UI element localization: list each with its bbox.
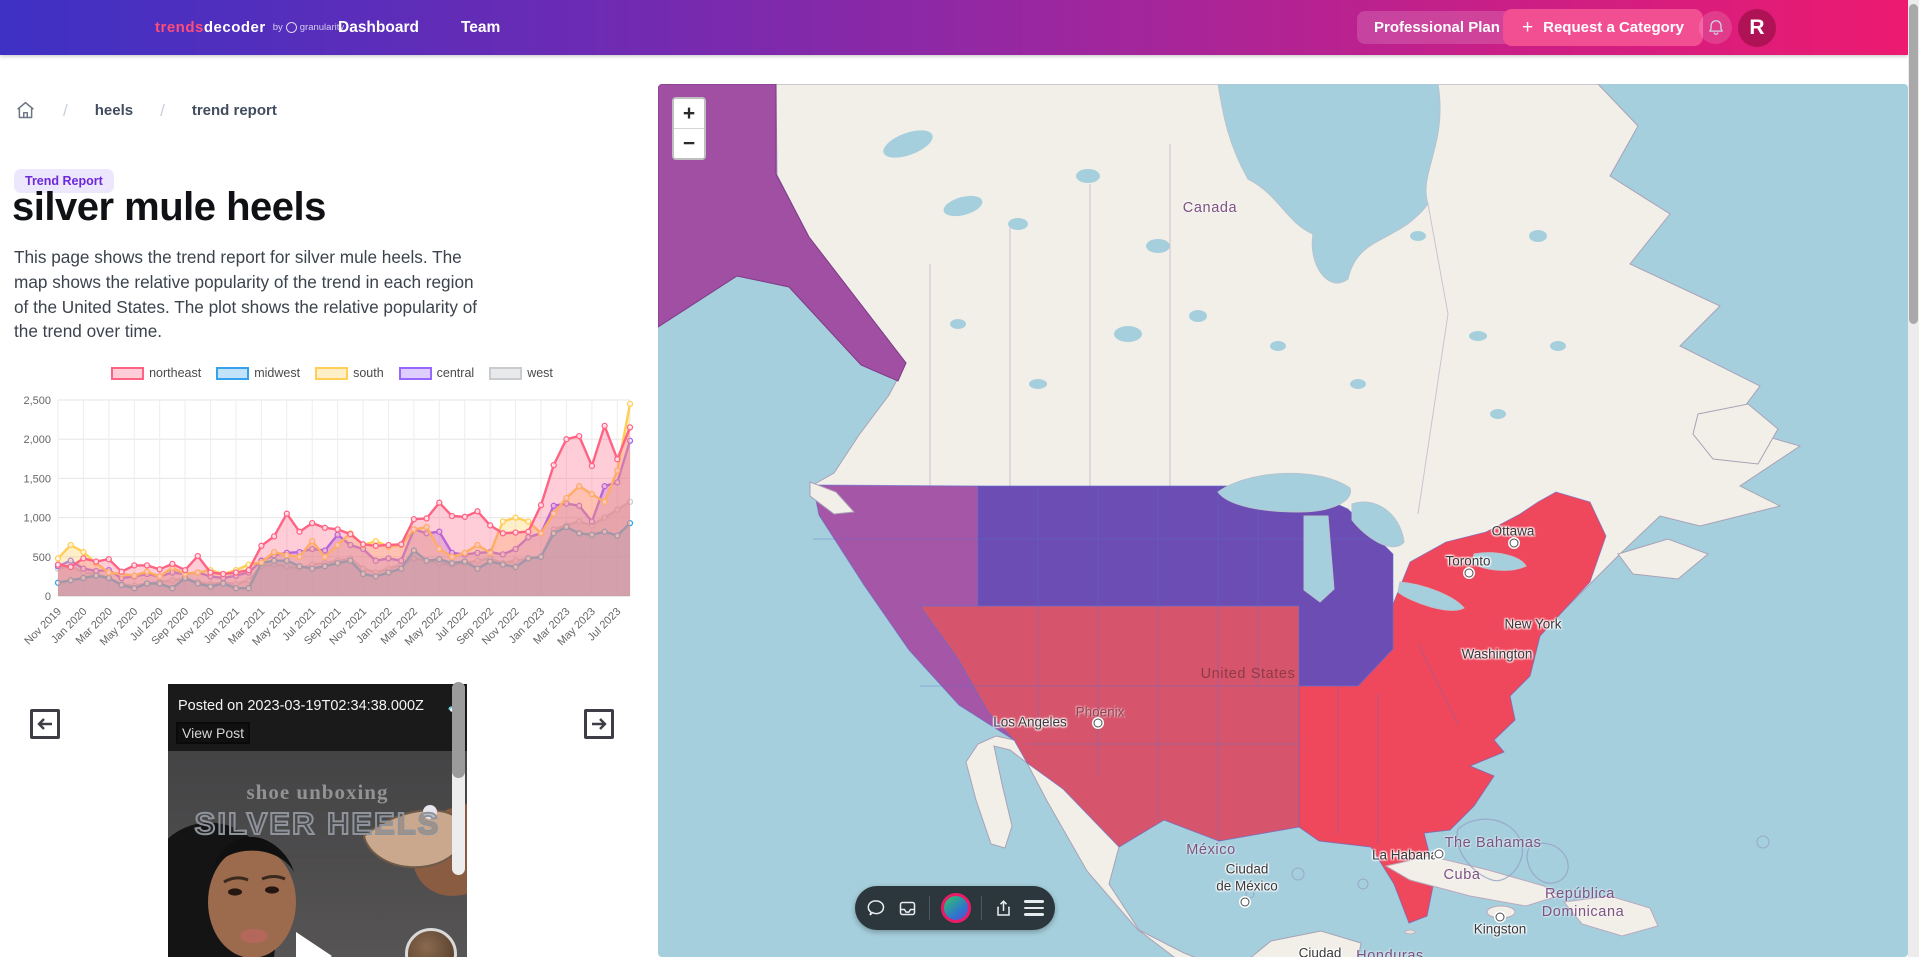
breadcrumb-separator: /: [160, 100, 165, 120]
legend-swatch: [216, 366, 250, 380]
map-theme-button[interactable]: [940, 893, 971, 923]
legend-swatch: [315, 366, 349, 380]
chart-legend[interactable]: northeast midwest south central west: [8, 362, 656, 384]
legend-swatch: [111, 366, 145, 380]
carousel-scrollbar[interactable]: [452, 682, 465, 875]
notifications-button[interactable]: [1699, 11, 1732, 44]
plan-badge: Professional Plan: [1357, 11, 1517, 44]
post-meta-overlay: Posted on 2023-03-19T02:34:38.000Z View …: [168, 684, 467, 751]
svg-text:0: 0: [45, 591, 51, 603]
logo-byline: by granularity: [272, 22, 345, 33]
home-icon[interactable]: [15, 100, 36, 121]
svg-text:500: 500: [33, 552, 51, 564]
trend-chart: northeast midwest south central west 0 500 1,0…: [8, 362, 656, 678]
logo-trends: trends: [155, 19, 204, 36]
city-marker: [1495, 912, 1505, 922]
toolbar-divider: [928, 896, 930, 920]
nav-links: Dashboard Team: [338, 0, 500, 55]
legend-label: central: [436, 366, 475, 380]
breadcrumb-heels[interactable]: heels: [94, 102, 134, 119]
legend-swatch: [489, 366, 523, 380]
svg-text:2,500: 2,500: [23, 395, 51, 407]
zoom-out-button[interactable]: −: [674, 129, 704, 158]
scrollbar-thumb[interactable]: [452, 682, 465, 778]
page-scrollbar-thumb[interactable]: [1909, 4, 1918, 324]
carousel-next-button[interactable]: [584, 709, 614, 739]
page-scrollbar[interactable]: [1908, 0, 1919, 957]
legend-item-central[interactable]: central: [398, 366, 475, 380]
view-post-link[interactable]: View Post: [176, 722, 250, 744]
navbar: trends decoder by granularity Dashboard …: [0, 0, 1908, 55]
map-toolbar: [855, 886, 1055, 930]
legend-item-northeast[interactable]: northeast: [111, 366, 201, 380]
comment-icon[interactable]: [866, 898, 887, 919]
granularity-ring-icon: [285, 22, 297, 33]
legend-item-south[interactable]: south: [315, 366, 384, 380]
inbox-icon[interactable]: [897, 898, 918, 919]
region-map[interactable]: + − Canada Ottawa Toronto New York Washingto…: [658, 84, 1908, 957]
breadcrumb-separator: /: [63, 100, 68, 120]
breadcrumb: / heels / trend report: [15, 100, 277, 121]
legend-swatch: [398, 366, 432, 380]
arrow-right-icon: [592, 718, 607, 730]
basemap: [658, 84, 1908, 957]
play-icon[interactable]: [296, 932, 332, 957]
user-avatar[interactable]: R: [1738, 9, 1776, 47]
toolbar-divider: [981, 896, 983, 920]
zoom-in-button[interactable]: +: [674, 99, 704, 129]
svg-text:1,500: 1,500: [23, 473, 51, 485]
legend-label: midwest: [254, 366, 301, 380]
request-category-button[interactable]: + Request a Category: [1503, 9, 1703, 46]
post-video[interactable]: Posted on 2023-03-19T02:34:38.000Z View …: [168, 684, 467, 957]
legend-label: south: [353, 366, 384, 380]
svg-text:1,000: 1,000: [23, 513, 51, 525]
page-title: silver mule heels: [12, 185, 326, 229]
plus-icon: +: [1522, 16, 1534, 38]
arrow-left-icon: [37, 718, 52, 730]
legend-label: west: [527, 366, 553, 380]
app-logo[interactable]: trends decoder by granularity: [155, 0, 344, 55]
breadcrumb-trend-report[interactable]: trend report: [191, 102, 277, 119]
legend-item-west[interactable]: west: [489, 366, 553, 380]
city-marker: [1240, 897, 1250, 907]
city-marker: [1509, 538, 1519, 548]
video-caption-line1: shoe unboxing: [246, 780, 389, 804]
logo-decoder: decoder: [203, 19, 266, 36]
city-marker: [1093, 718, 1103, 728]
nav-link-team[interactable]: Team: [460, 18, 501, 36]
nav-link-dashboard[interactable]: Dashboard: [338, 18, 419, 36]
svg-text:2,000: 2,000: [23, 434, 51, 446]
trend-report-badge: Trend Report: [14, 169, 114, 193]
bell-icon: [1708, 19, 1723, 35]
city-marker: [1434, 849, 1444, 859]
menu-icon[interactable]: [1024, 900, 1045, 916]
city-marker: [1464, 568, 1474, 578]
video-caption-line2: SILVER HEELS: [194, 805, 441, 842]
carousel-prev-button[interactable]: [30, 709, 60, 739]
map-zoom-control: + −: [672, 97, 706, 160]
share-icon[interactable]: [993, 898, 1014, 919]
legend-item-midwest[interactable]: midwest: [216, 366, 300, 380]
post-timestamp: Posted on 2023-03-19T02:34:38.000Z: [178, 698, 424, 714]
page-description: This page shows the trend report for sil…: [14, 247, 478, 342]
legend-label: northeast: [149, 366, 202, 380]
